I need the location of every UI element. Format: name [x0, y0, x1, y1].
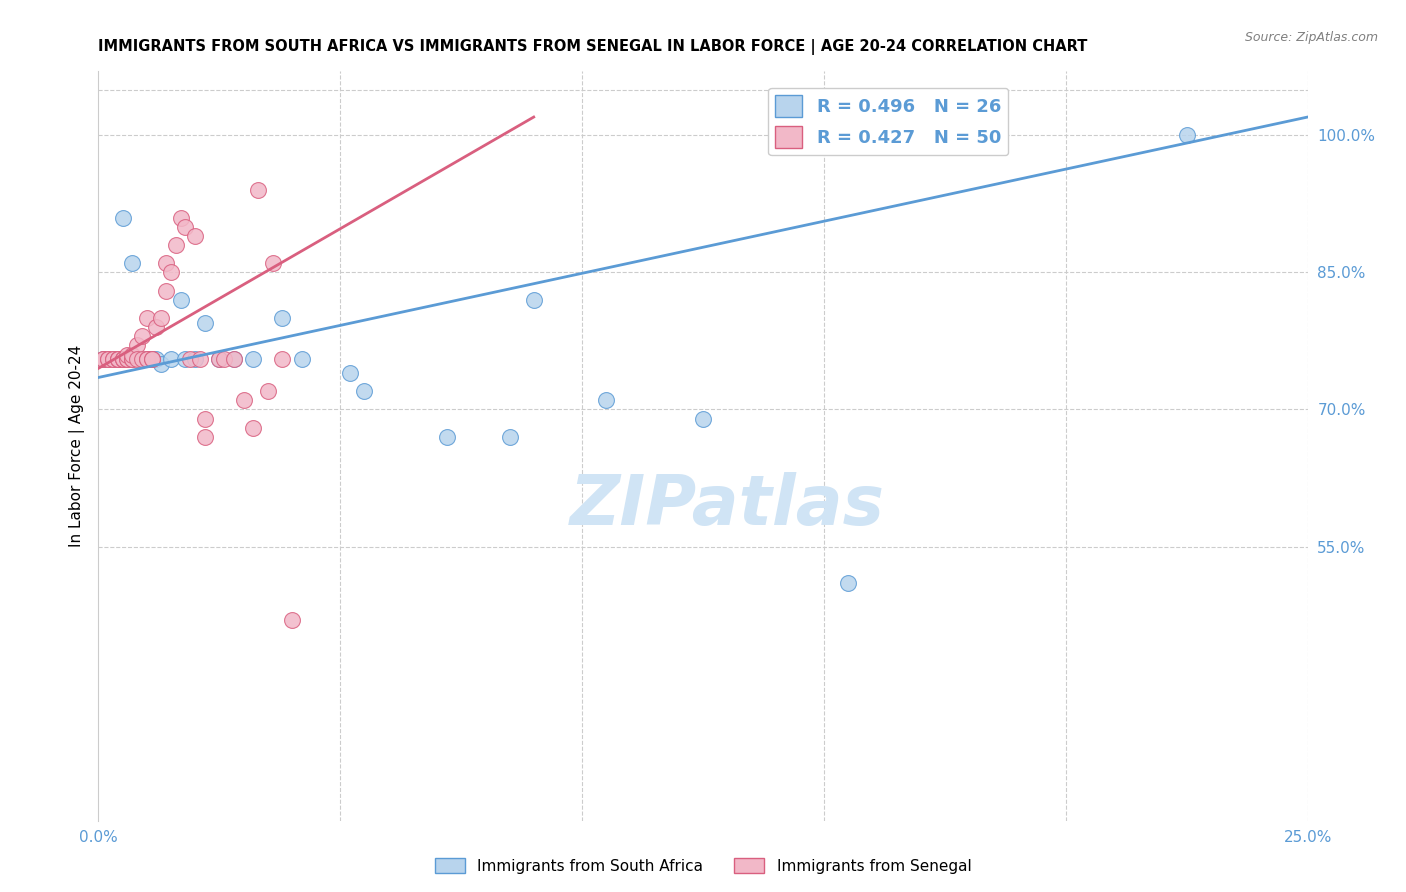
- Point: [242, 352, 264, 367]
- Point: [837, 576, 859, 591]
- Point: [145, 352, 167, 367]
- Point: [222, 352, 245, 367]
- Point: [111, 352, 134, 367]
- Point: [121, 352, 143, 367]
- Point: [692, 411, 714, 425]
- Text: IMMIGRANTS FROM SOUTH AFRICA VS IMMIGRANTS FROM SENEGAL IN LABOR FORCE | AGE 20-: IMMIGRANTS FROM SOUTH AFRICA VS IMMIGRAN…: [98, 38, 1088, 54]
- Point: [188, 352, 211, 367]
- Text: Source: ZipAtlas.com: Source: ZipAtlas.com: [1244, 31, 1378, 45]
- Point: [247, 183, 270, 197]
- Point: [135, 352, 157, 367]
- Point: [523, 293, 546, 307]
- Point: [165, 238, 187, 252]
- Point: [595, 393, 617, 408]
- Point: [107, 352, 129, 367]
- Point: [117, 348, 139, 362]
- Point: [141, 352, 163, 367]
- Point: [436, 430, 458, 444]
- Point: [232, 393, 254, 408]
- Point: [208, 352, 231, 367]
- Point: [179, 352, 201, 367]
- Point: [121, 348, 143, 362]
- Point: [155, 284, 177, 298]
- Point: [101, 352, 124, 367]
- Point: [160, 265, 183, 279]
- Point: [150, 357, 173, 371]
- Point: [184, 352, 207, 367]
- Point: [111, 352, 134, 367]
- Point: [184, 228, 207, 243]
- Point: [160, 352, 183, 367]
- Point: [281, 613, 304, 627]
- Point: [174, 219, 197, 234]
- Point: [145, 320, 167, 334]
- Point: [194, 411, 217, 425]
- Legend: Immigrants from South Africa, Immigrants from Senegal: Immigrants from South Africa, Immigrants…: [429, 852, 977, 880]
- Point: [290, 352, 312, 367]
- Point: [97, 352, 120, 367]
- Point: [91, 352, 114, 367]
- Point: [135, 352, 157, 367]
- Point: [135, 311, 157, 326]
- Point: [242, 421, 264, 435]
- Point: [1175, 128, 1198, 143]
- Point: [155, 256, 177, 270]
- Point: [174, 352, 197, 367]
- Y-axis label: In Labor Force | Age 20-24: In Labor Force | Age 20-24: [69, 345, 84, 547]
- Point: [498, 430, 520, 444]
- Point: [212, 352, 235, 367]
- Point: [271, 352, 294, 367]
- Point: [101, 352, 124, 367]
- Point: [121, 256, 143, 270]
- Point: [91, 352, 114, 367]
- Point: [262, 256, 284, 270]
- Point: [117, 352, 139, 367]
- Point: [111, 211, 134, 225]
- Point: [271, 311, 294, 326]
- Point: [169, 211, 191, 225]
- Point: [135, 352, 157, 367]
- Point: [339, 366, 361, 380]
- Point: [194, 430, 217, 444]
- Point: [150, 311, 173, 326]
- Point: [353, 384, 375, 399]
- Point: [169, 293, 191, 307]
- Point: [97, 352, 120, 367]
- Point: [131, 352, 153, 367]
- Point: [131, 329, 153, 343]
- Point: [194, 316, 217, 330]
- Point: [127, 338, 149, 352]
- Point: [222, 352, 245, 367]
- Point: [111, 352, 134, 367]
- Point: [117, 352, 139, 367]
- Point: [121, 352, 143, 367]
- Point: [127, 352, 149, 367]
- Point: [91, 352, 114, 367]
- Point: [107, 352, 129, 367]
- Legend: R = 0.496   N = 26, R = 0.427   N = 50: R = 0.496 N = 26, R = 0.427 N = 50: [768, 88, 1008, 155]
- Point: [141, 352, 163, 367]
- Point: [107, 352, 129, 367]
- Point: [208, 352, 231, 367]
- Text: ZIPatlas: ZIPatlas: [569, 473, 884, 540]
- Point: [141, 352, 163, 367]
- Point: [256, 384, 278, 399]
